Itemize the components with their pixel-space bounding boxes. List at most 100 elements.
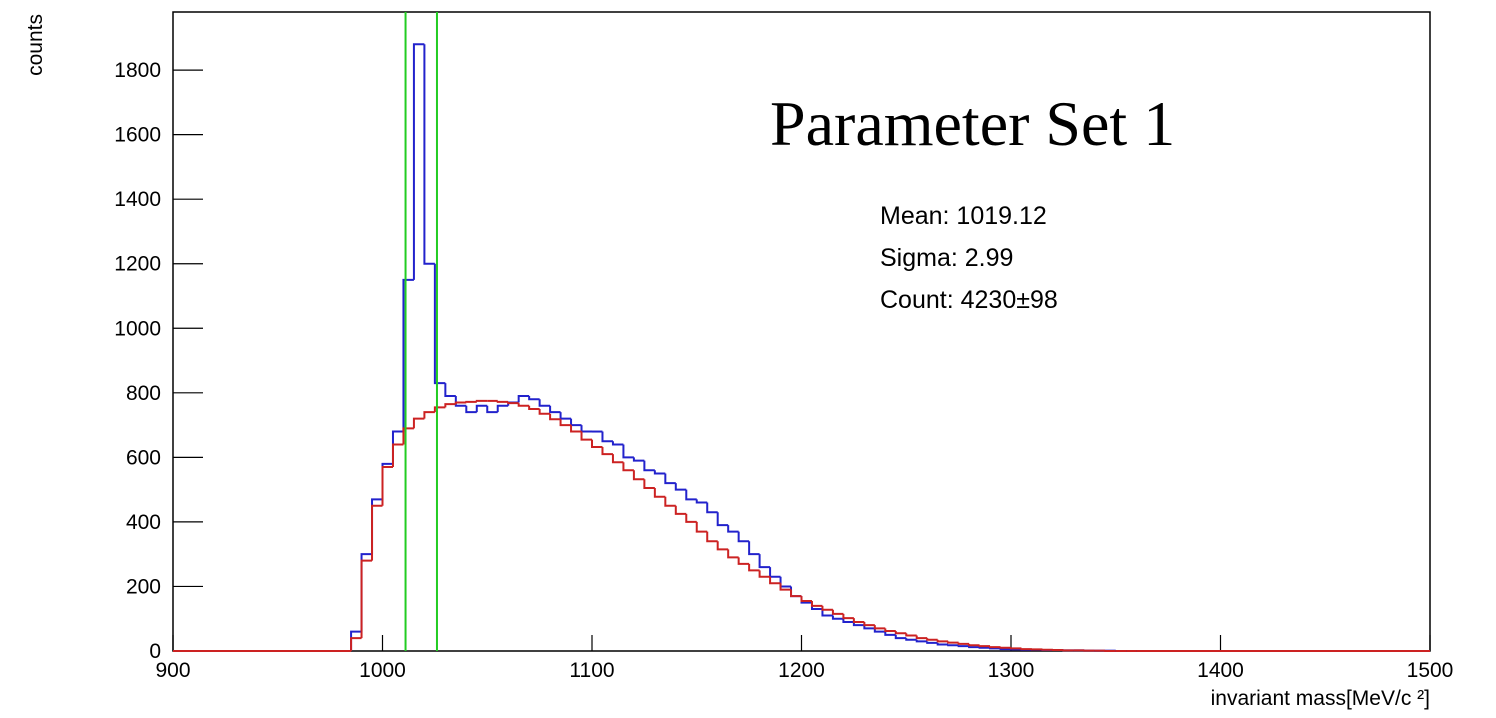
histogram-bin	[465, 405, 477, 414]
x-axis-label: invariant mass[MeV/c ²]	[1211, 687, 1430, 710]
histogram-bin	[570, 418, 582, 427]
histogram-bin	[769, 576, 781, 585]
histogram-bin	[968, 646, 980, 649]
histogram-bin	[559, 419, 572, 427]
histogram-bin	[601, 447, 613, 456]
histogram-bin	[716, 512, 729, 527]
histogram-bin	[454, 396, 467, 407]
y-tick-label: 0	[149, 640, 161, 663]
histogram-bin	[685, 513, 697, 523]
histogram-bin	[412, 43, 425, 280]
y-tick-label: 1600	[114, 124, 161, 147]
histogram-bin	[716, 541, 729, 551]
histogram-bin	[412, 417, 425, 429]
histogram-bin	[486, 405, 498, 414]
histogram-bin	[433, 263, 446, 385]
histogram-bin	[790, 589, 802, 598]
histogram-bin	[936, 639, 949, 643]
histogram-bin	[926, 641, 938, 644]
histogram-bin	[622, 462, 634, 472]
histogram-bin	[611, 454, 624, 464]
histogram-bin	[611, 441, 624, 446]
histogram-bin	[632, 457, 645, 462]
histogram-bin	[884, 628, 896, 632]
histogram-bin	[863, 625, 875, 630]
histogram-bin	[360, 559, 373, 639]
histogram-bin	[454, 401, 467, 405]
histogram-bin	[894, 630, 907, 635]
histogram-bin	[517, 403, 530, 407]
histogram-bin	[444, 403, 456, 408]
histogram-bin	[643, 460, 655, 472]
y-tick-label: 1400	[114, 188, 161, 211]
histogram-bin	[350, 637, 362, 651]
histogram-bin	[674, 505, 687, 515]
histogram-bin	[695, 499, 708, 504]
histogram-bin	[674, 483, 687, 491]
histogram-bin	[622, 444, 634, 459]
x-tick-label: 1400	[1197, 659, 1244, 682]
y-tick-label: 800	[126, 382, 161, 405]
histogram-bin	[957, 645, 970, 648]
histogram-bin	[831, 609, 844, 615]
histogram-bin	[423, 411, 435, 419]
histogram-bin	[402, 427, 414, 445]
histogram-bin	[1020, 648, 1032, 651]
histogram-bin	[391, 430, 404, 464]
histogram-bin	[444, 383, 456, 398]
histogram-bin	[842, 613, 854, 620]
histogram-bin	[926, 638, 938, 641]
histogram-bin	[381, 466, 393, 506]
histogram-bin	[496, 404, 509, 413]
y-tick-label: 200	[126, 575, 161, 598]
histogram-bin	[810, 600, 823, 607]
histogram-bin	[999, 646, 1011, 649]
histogram-bin	[852, 621, 865, 627]
histogram-bin	[402, 278, 414, 432]
histogram-bin	[517, 395, 530, 403]
histogram-bin	[758, 570, 771, 578]
histogram-bin	[371, 504, 383, 561]
histogram-bin	[371, 498, 383, 555]
annotation: Count: 4230±98	[880, 286, 1058, 314]
histogram-bin	[727, 549, 739, 559]
histogram-bin	[559, 412, 572, 420]
histogram-bin	[496, 400, 509, 403]
histogram-bin	[821, 605, 833, 611]
histogram-bin	[706, 531, 718, 543]
y-tick-label: 1800	[114, 59, 161, 82]
histogram-bin	[884, 631, 896, 636]
histogram-bin	[989, 646, 1001, 649]
histogram-bin	[538, 408, 551, 415]
histogram-bin	[549, 405, 561, 414]
y-tick-label: 600	[126, 446, 161, 469]
x-tick-label: 1300	[988, 659, 1035, 682]
histogram-bin	[790, 586, 802, 598]
histogram-bin	[727, 525, 739, 533]
histogram-bin	[664, 473, 676, 485]
histogram-bin	[831, 615, 844, 620]
histogram-bin	[894, 634, 907, 640]
histogram-bin	[758, 554, 771, 569]
histogram-bin	[507, 401, 519, 405]
histogram-bin	[905, 638, 917, 641]
histogram-bin	[968, 643, 980, 647]
histogram-bin	[570, 425, 582, 433]
histogram-bin	[1010, 647, 1022, 650]
histogram-bin	[737, 531, 750, 543]
histogram-bin	[475, 399, 488, 402]
x-tick-label: 1100	[569, 659, 614, 682]
histogram-bin	[391, 443, 404, 468]
histogram-bin	[873, 625, 886, 630]
histogram-bin	[873, 628, 886, 633]
histogram-bin	[978, 646, 991, 649]
histogram-bin	[936, 642, 949, 646]
histogram-bin	[580, 431, 592, 441]
histogram-bin	[381, 462, 393, 500]
histogram-bin	[465, 400, 477, 403]
y-axis-label: counts	[24, 14, 47, 76]
histogram-bin	[947, 644, 959, 647]
annotation: Mean: 1019.12	[880, 202, 1047, 230]
histogram-bin	[360, 553, 373, 632]
